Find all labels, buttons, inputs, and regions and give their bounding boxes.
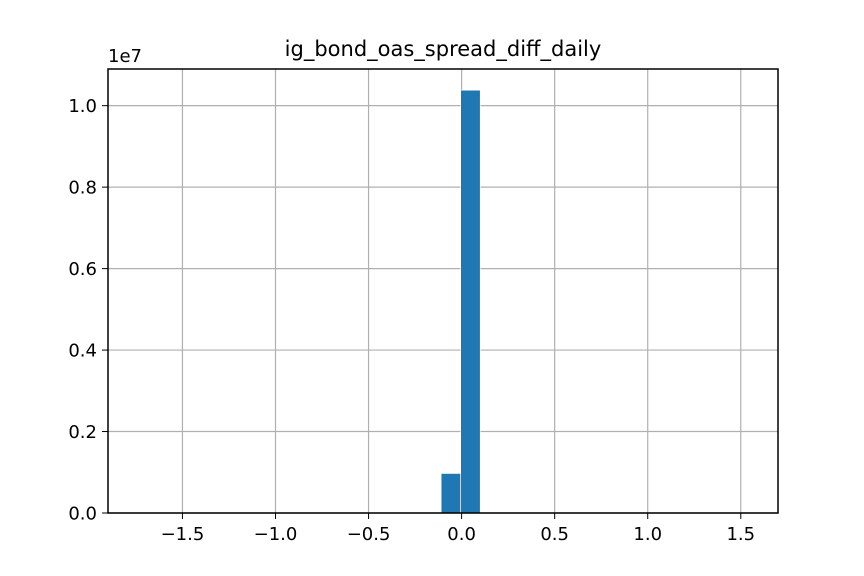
x-tick-label: 1.5 [726,524,755,545]
y-tick-label: 0.0 [68,504,97,525]
x-tick-label: −1.0 [254,524,298,545]
plot-frame [107,68,779,514]
x-tick-label: 1.0 [633,524,662,545]
x-tick-label: −0.5 [347,524,391,545]
x-tick-label: 0.5 [540,524,569,545]
y-tick-label: 0.4 [68,341,97,362]
y-tick-label: 0.8 [68,178,97,199]
grid-lines [108,69,778,514]
y-tick-label: 1.0 [68,96,97,117]
chart-title: ig_bond_oas_spread_diff_daily [285,37,602,62]
y-tick-label: 0.2 [68,422,97,443]
x-tick-label: −1.5 [161,524,205,545]
y-axis-offset-label: 1e7 [108,46,142,67]
histogram-bars [440,89,481,514]
y-tick-label: 0.6 [68,259,97,280]
x-tick-label: 0.0 [447,524,476,545]
histogram-bar [460,89,481,514]
axis-ticks: −1.5 −1.0 −0.5 0.0 0.5 1.0 1.5 0.0 0.2 0.4 0.6 0.8 1… [68,96,755,545]
histogram-bar [440,473,461,514]
